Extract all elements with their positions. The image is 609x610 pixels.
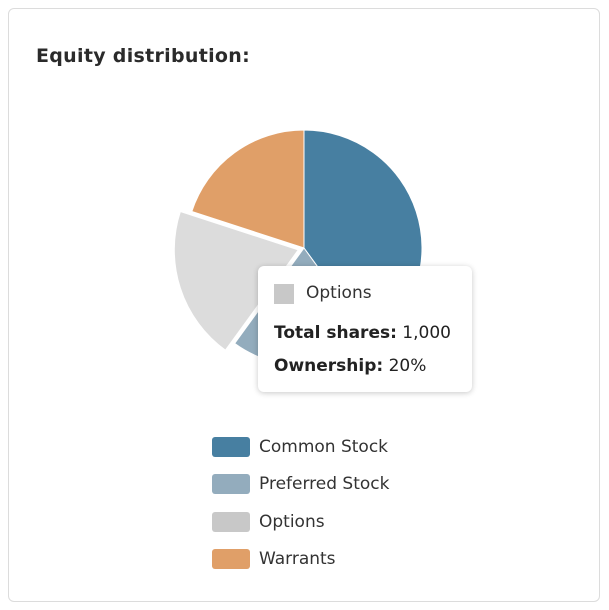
legend-label: Common Stock [259,436,389,457]
legend-item[interactable]: Preferred Stock [212,466,389,504]
tooltip-total-shares-value: 1,000 [402,323,451,343]
legend-item[interactable]: Warrants [212,541,389,579]
legend-label: Preferred Stock [259,474,390,495]
legend-swatch [212,511,250,532]
legend-swatch [212,549,250,570]
legend: Common Stock Preferred Stock Options Warran… [212,428,389,578]
tooltip-ownership-value: 20% [388,356,427,376]
legend-label: Options [259,511,325,532]
legend-item[interactable]: Common Stock [212,428,389,466]
pie-slice-options[interactable] [173,210,300,351]
tooltip-series-name: Options [306,283,372,303]
tooltip-ownership: Ownership: 20% [274,356,426,376]
tooltip: Options Total shares: 1,000 Ownership: 2… [258,266,472,392]
tooltip-total-shares: Total shares: 1,000 [274,323,451,343]
pie-slice-warrants[interactable] [191,129,305,249]
tooltip-total-shares-label: Total shares: [274,323,397,343]
legend-swatch [212,474,250,495]
legend-item[interactable]: Options [212,503,389,541]
legend-label: Warrants [259,549,336,570]
legend-swatch [212,436,250,457]
tooltip-ownership-label: Ownership: [274,356,384,376]
tooltip-swatch [274,284,294,304]
chart-title: Equity distribution: [36,45,250,67]
